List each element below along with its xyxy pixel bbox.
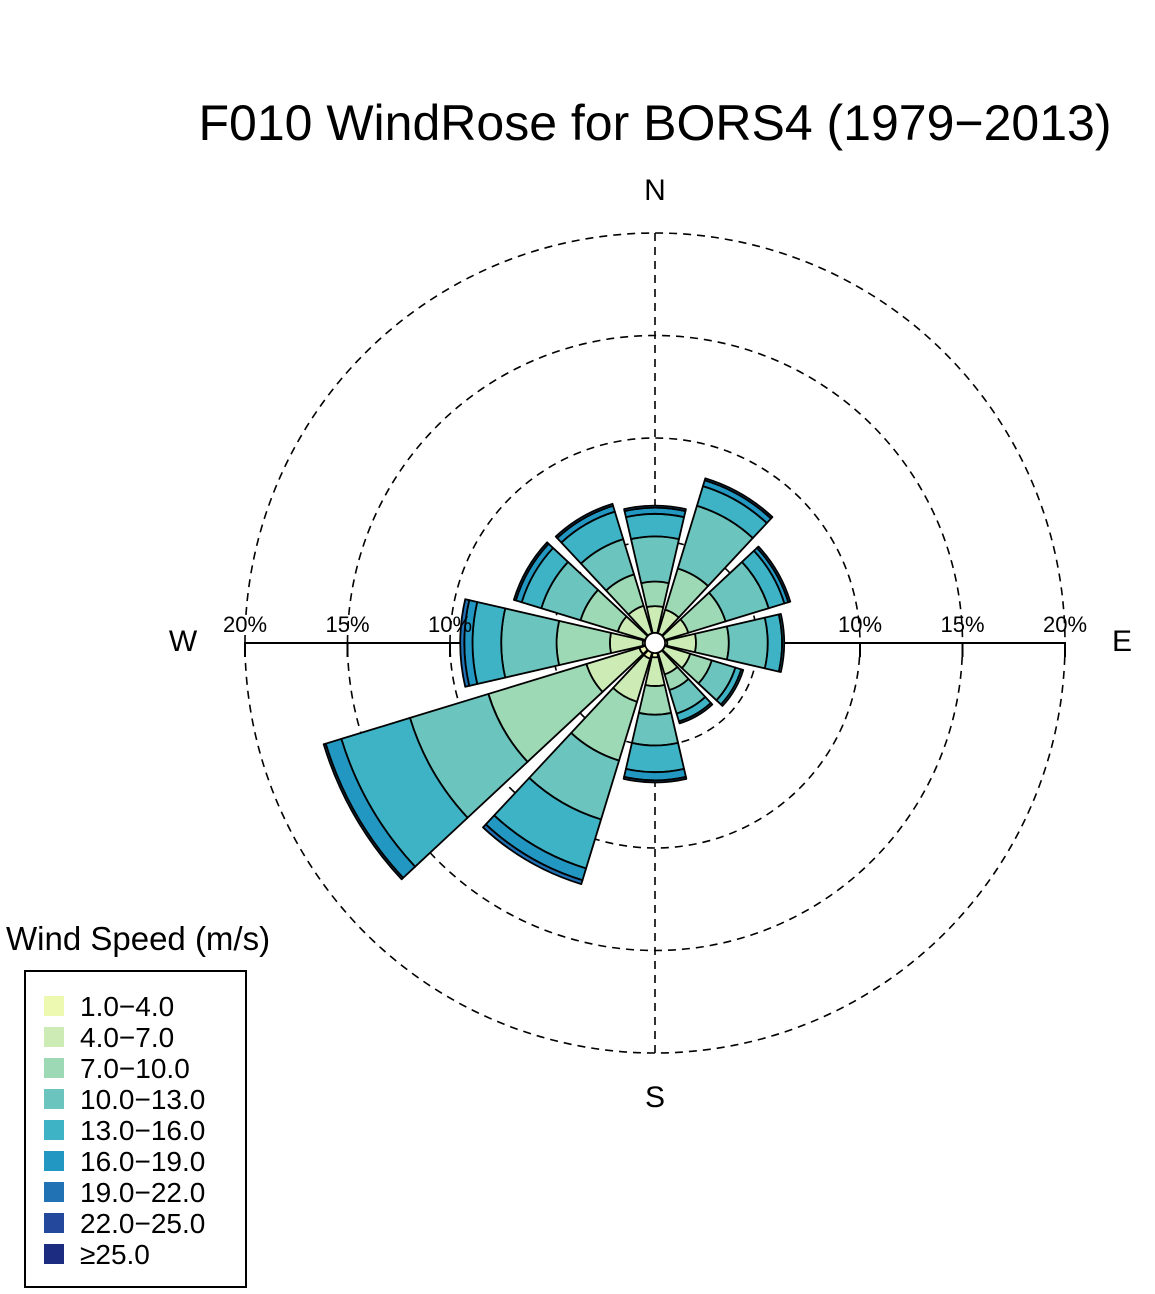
wedge-270-bin-6 [459,598,471,688]
wedge-0-bin-6 [623,504,687,513]
wedge-180-bin-3 [631,712,679,747]
legend-label: 4.0−7.0 [80,1022,174,1053]
wedge-180-bin-4 [625,741,685,773]
wedge-180-bin-2 [637,684,673,716]
legend-label: 1.0−4.0 [80,991,174,1022]
ring-label-east-10: 10% [838,612,882,637]
wedge-0-bin-3 [630,535,680,584]
legend-label: 7.0−10.0 [80,1053,190,1084]
wedge-120-bin-5 [720,668,745,707]
legend-swatch [44,1244,64,1264]
wedge-0-bin-2 [640,580,670,608]
ring-label-west-20: 20% [223,612,267,637]
compass-north: N [644,174,666,207]
legend-swatch [44,996,64,1016]
chart-title: F010 WindRose for BORS4 (1979−2013) [199,95,1112,151]
wedge-210-bin-6 [482,823,584,886]
wedge-150-bin-5 [678,702,714,725]
legend-title: Wind Speed (m/s) [6,920,270,957]
legend-label: 13.0−16.0 [80,1115,205,1146]
legend-swatch [44,1213,64,1233]
legend-items: 1.0−4.04.0−7.07.0−10.010.0−13.013.0−16.0… [44,991,205,1270]
ring-label-west-15: 15% [325,612,369,637]
wedge-240-bin-6 [322,742,405,881]
ring-label-east-20: 20% [1043,612,1087,637]
legend-label: 10.0−13.0 [80,1084,205,1115]
legend-swatch [44,1027,64,1047]
legend-label: 19.0−22.0 [80,1177,205,1208]
wedge-90-bin-5 [777,613,785,673]
wedge-0-bin-4 [625,513,685,541]
legend-swatch [44,1058,64,1078]
wedge-60-bin-6 [756,545,792,604]
compass-south: S [645,1081,665,1114]
wedge-300-bin-6 [512,541,550,602]
wedge-270-bin-3 [500,607,561,679]
legend-label: 22.0−25.0 [80,1208,205,1239]
wedge-30-bin-6 [703,477,774,520]
wind-wedges [322,477,792,886]
legend-swatch [44,1089,64,1109]
legend-label: 16.0−19.0 [80,1146,205,1177]
legend-swatch [44,1151,64,1171]
legend: Wind Speed (m/s) 1.0−4.04.0−7.07.0−10.01… [6,920,270,1288]
legend-label: ≥25.0 [80,1239,150,1270]
wedge-180-bin-6 [622,775,688,784]
wedge-90-bin-3 [726,616,769,670]
wedge-330-bin-6 [554,502,614,539]
wedge-90-bin-4 [763,613,783,673]
legend-swatch [44,1182,64,1202]
compass-west: W [169,625,198,658]
wedge-270-bin-4 [471,601,507,685]
legend-swatch [44,1120,64,1140]
compass-east: E [1112,625,1132,658]
ring-label-east-15: 15% [940,612,984,637]
center-hole [644,632,666,654]
ring-label-west-10: 10% [428,612,472,637]
ring-labels: 10% 15% 20% 10% 15% 20% [223,612,1087,637]
wedge-90-bin-2 [694,625,730,661]
